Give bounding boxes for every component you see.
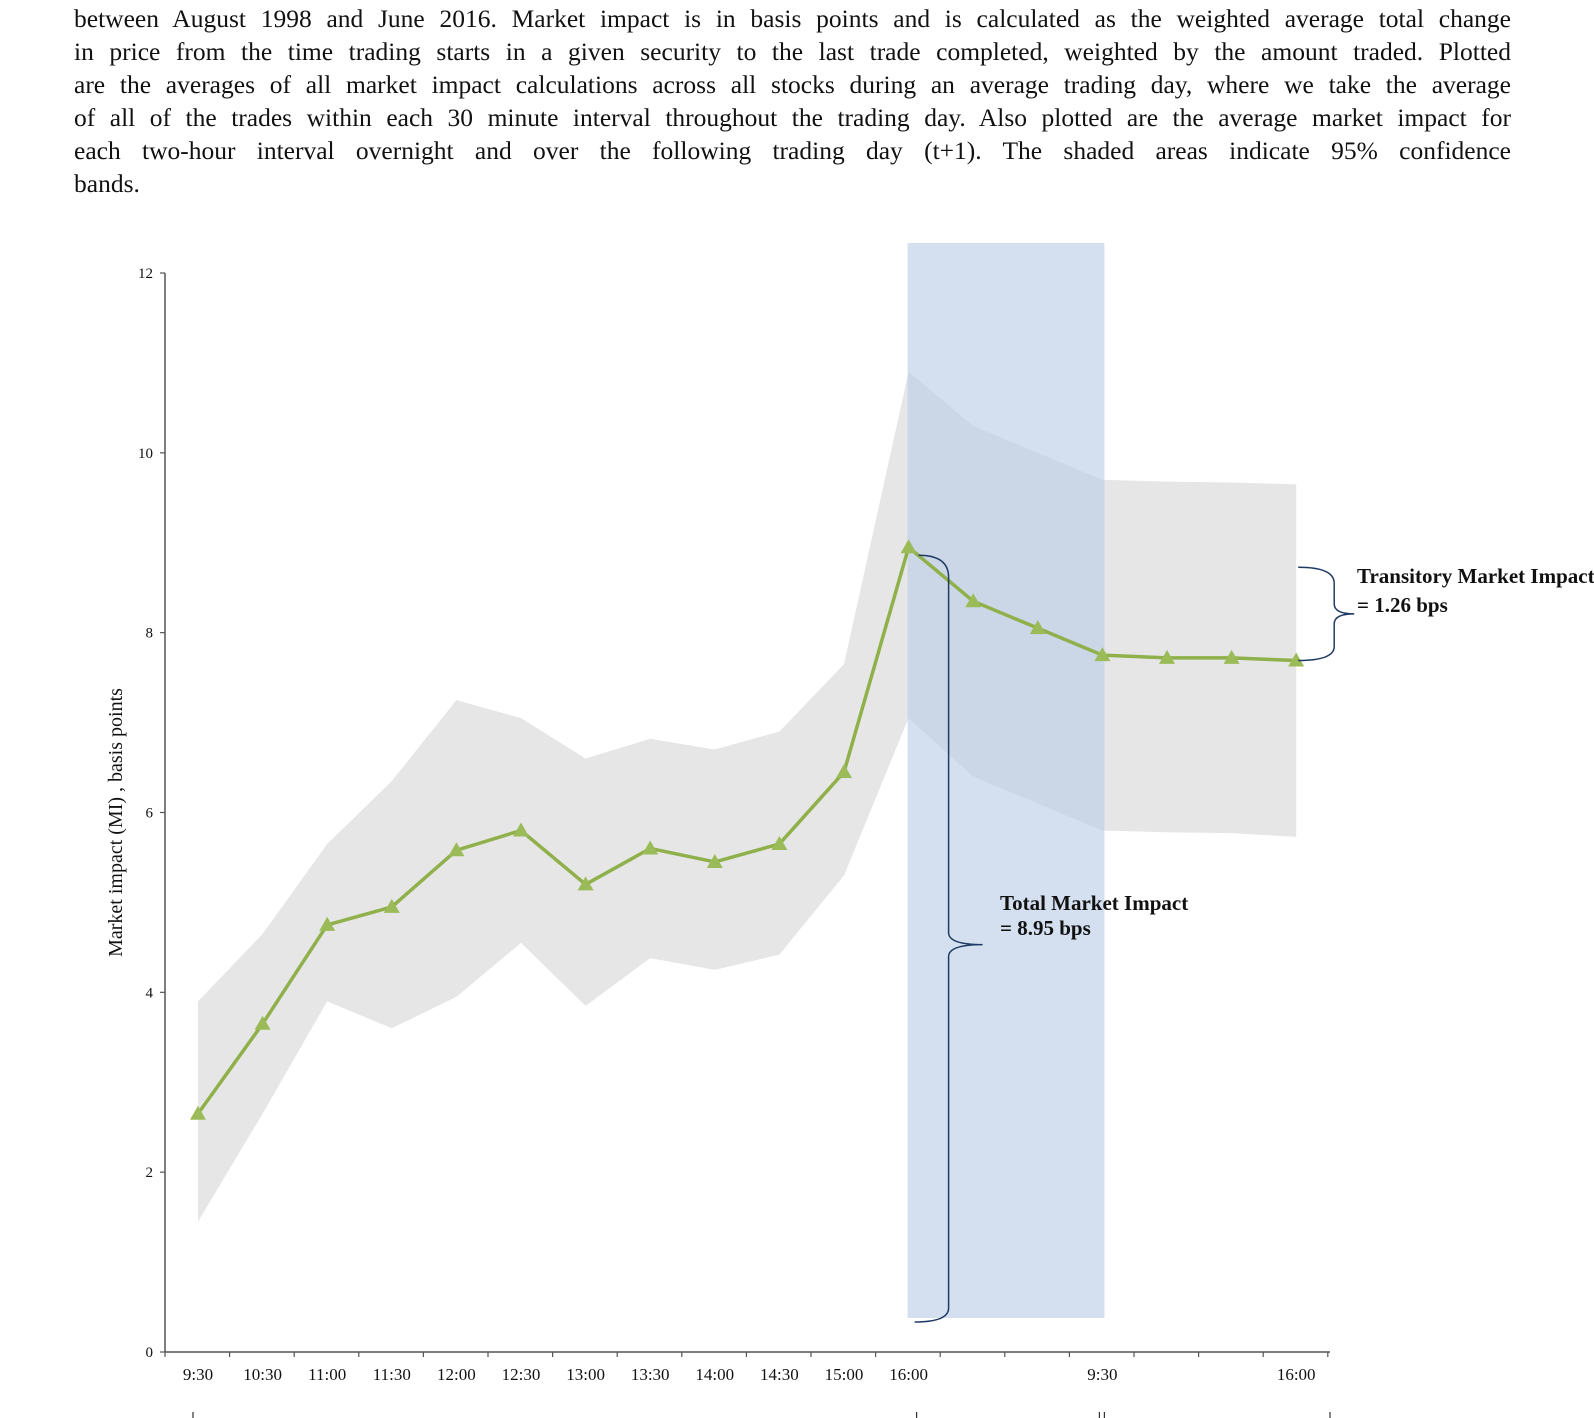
caption-line: of all of the trades within each 30 minu… [74,103,1511,132]
x-tick-label: 9:30 [183,1365,213,1384]
series-point [1029,620,1046,635]
caption-line: each two-hour interval overnight and ove… [74,136,1511,165]
x-tick-label: 11:30 [373,1365,411,1384]
annotation-layer: Total Market Impact= 8.95 bps Transitory … [914,554,1594,1323]
series-point [1159,649,1175,664]
series-point [900,539,917,554]
series-point [771,835,788,850]
series-point [448,842,465,857]
series-point [642,840,659,855]
transitory-impact-value: = 1.26 bps [1357,593,1448,617]
total-impact-brace [914,554,983,1323]
x-tick-label: 12:00 [437,1365,476,1384]
x-tick-label: 10:30 [243,1365,282,1384]
series-point [706,853,723,868]
x-tick-label: 14:30 [760,1365,799,1384]
series-point [1094,647,1111,662]
y-tick-label: 0 [146,1345,154,1361]
series-point [577,876,594,891]
x-tick-label: 16:00 [889,1365,928,1384]
x-tick-label: 11:00 [308,1365,346,1384]
series-point [190,1105,206,1120]
series-point [513,822,529,837]
caption-line: are the averages of all market impact ca… [74,70,1511,99]
ci-band-layer [198,243,1297,1318]
series-point [1288,652,1305,667]
y-tick-label: 8 [146,626,154,642]
figure-caption: between August 1998 and June 2016. Marke… [74,2,1511,200]
series-point [965,593,982,608]
series-point [383,898,400,913]
x-tick-label: 13:00 [566,1365,605,1384]
series-point [1223,649,1240,664]
x-tick-label: 13:30 [631,1365,670,1384]
axes-layer: 0 2 4 6 8 10 12 9:30 10:30 11:00 11:30 12:00 12:30 13… [105,266,1331,1418]
y-tick-label: 4 [146,985,154,1001]
series-point [836,764,852,779]
caption-line: bands. [74,169,140,198]
y-tick-label: 10 [138,446,153,462]
overnight-highlight-band [907,243,1105,1318]
transitory-impact-label: Transitory Market Impact [1357,564,1594,588]
x-tick-label: 12:30 [502,1365,541,1384]
y-tick-label: 2 [146,1165,154,1181]
series-layer [190,539,1305,1120]
x-tick-label: 15:00 [825,1365,864,1384]
series-point [319,916,336,931]
x-tick-label: 9:30 [1087,1365,1117,1384]
confidence-band [198,371,1297,1222]
y-tick-label: 6 [146,806,154,822]
y-axis-label: Market impact (MI) , basis points [105,688,127,957]
caption-line: between August 1998 and June 2016. Marke… [74,4,1511,33]
x-tick-label: 14:00 [695,1365,734,1384]
caption-line: in price from the time trading starts in… [74,37,1511,66]
total-impact-value: = 8.95 bps [1000,916,1091,940]
series-point [254,1015,271,1030]
y-tick-label: 12 [138,266,153,282]
x-tick-label: 16:00 [1277,1365,1316,1384]
transitory-impact-brace [1298,566,1355,662]
total-impact-label: Total Market Impact [1000,891,1188,915]
series-line [196,545,1297,1115]
